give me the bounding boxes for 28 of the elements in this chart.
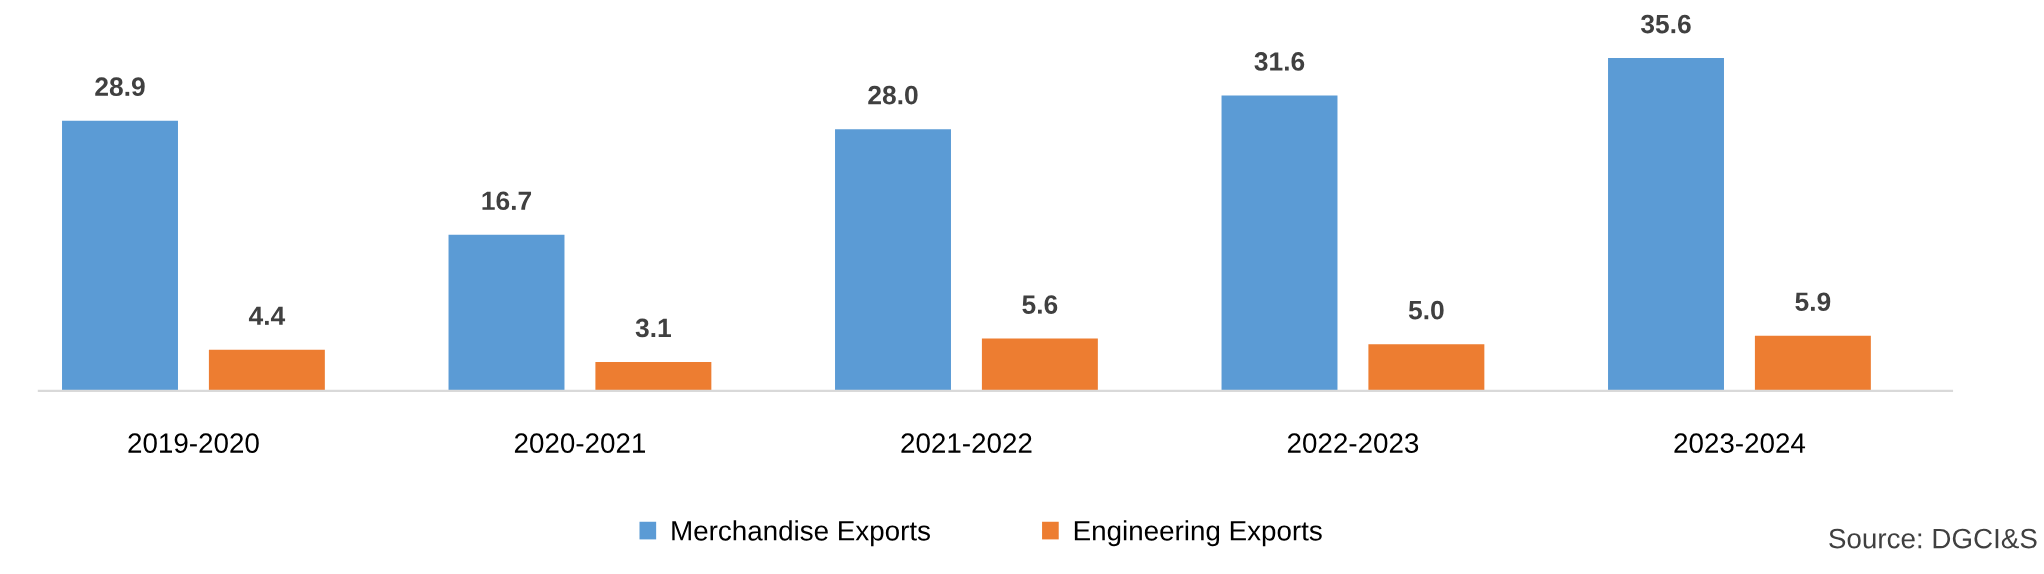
bar: [62, 120, 178, 391]
x-tick-label: 2021-2022: [901, 433, 1032, 453]
bar: [1608, 58, 1724, 391]
data-label: 5.9: [1795, 292, 1831, 312]
data-label: 31.6: [1254, 52, 1305, 71]
x-tick-label: 2023-2024: [1674, 433, 1806, 453]
bar: [981, 338, 1098, 391]
bar: [208, 349, 325, 391]
data-label: 3.1: [635, 318, 671, 338]
source-note: Source: DGCI&S: [1829, 528, 2037, 549]
legend-label: Merchandise Exports: [672, 520, 930, 547]
data-label: 28.0: [868, 85, 918, 105]
x-tick-label: 2022-2023: [1287, 433, 1419, 453]
x-tick-label: 2019-2020: [128, 433, 259, 453]
data-label: 16.7: [482, 191, 532, 211]
x-tick-label: 2020-2021: [514, 433, 646, 453]
data-label: 28.9: [95, 77, 145, 97]
bar: [835, 129, 951, 391]
data-label: 5.0: [1408, 300, 1444, 320]
bar: [1221, 95, 1338, 391]
data-label: 35.6: [1640, 14, 1691, 34]
bar: [1754, 335, 1871, 391]
bar: [448, 234, 565, 391]
data-label: 5.6: [1022, 295, 1058, 314]
bar: [1368, 344, 1485, 391]
bar: [595, 361, 712, 391]
data-label: 4.4: [248, 306, 286, 325]
legend-label: Engineering Exports: [1074, 520, 1322, 547]
